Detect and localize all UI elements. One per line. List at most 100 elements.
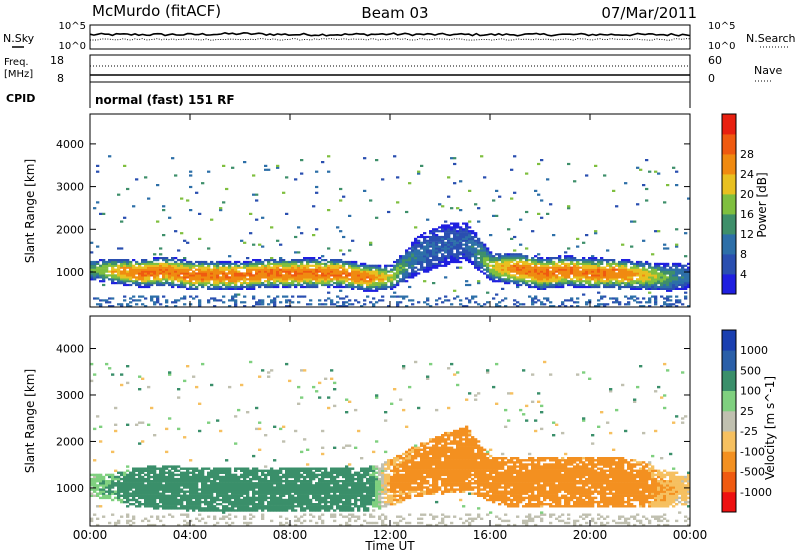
range-gate-cell: [567, 270, 571, 273]
range-gate-cell: [327, 280, 331, 283]
range-gate-cell: [174, 496, 178, 500]
range-gate-cell: [567, 162, 571, 166]
range-gate-cell: [282, 490, 286, 493]
range-gate-cell: [312, 274, 316, 277]
range-gate-cell: [372, 266, 376, 269]
range-gate-cell: [333, 503, 337, 506]
range-gate-cell: [102, 484, 106, 487]
range-gate-cell: [447, 232, 451, 235]
range-gate-cell: [330, 377, 334, 380]
range-gate-cell: [534, 295, 538, 298]
range-gate-cell: [597, 259, 601, 262]
range-gate-cell: [414, 249, 418, 252]
range-gate-cell: [111, 297, 115, 300]
range-gate-cell: [201, 473, 205, 477]
range-gate-cell: [159, 280, 163, 283]
range-gate-cell: [348, 285, 352, 289]
range-gate-cell: [498, 262, 502, 265]
range-gate-cell: [618, 301, 622, 304]
range-gate-cell: [591, 260, 595, 264]
range-gate-cell: [249, 232, 253, 235]
range-gate-cell: [675, 301, 679, 304]
range-gate-cell: [132, 280, 136, 283]
range-gate-cell: [90, 484, 94, 487]
range-gate-cell: [255, 278, 259, 281]
range-gate-cell: [225, 471, 229, 474]
range-gate-cell: [96, 260, 100, 264]
range-gate-cell: [402, 260, 406, 264]
range-gate-cell: [165, 507, 169, 510]
range-gate-cell: [648, 285, 652, 289]
range-gate-cell: [216, 467, 220, 470]
range-gate-cell: [315, 228, 319, 231]
range-gate-cell: [183, 473, 187, 477]
range-gate-cell: [183, 297, 187, 300]
range-gate-cell: [540, 278, 544, 281]
range-gate-cell: [570, 283, 574, 287]
range-gate-cell: [660, 285, 664, 289]
range-gate-cell: [105, 480, 109, 483]
range-gate-cell: [231, 500, 235, 504]
range-gate-cell: [678, 283, 682, 287]
range-gate-cell: [123, 264, 127, 267]
range-gate-cell: [102, 280, 106, 283]
range-gate-cell: [318, 268, 322, 271]
range-gate-cell: [342, 268, 346, 271]
range-gate-cell: [441, 235, 445, 239]
range-gate-cell: [606, 259, 610, 262]
range-gate-cell: [231, 477, 235, 481]
range-gate-cell: [234, 442, 238, 445]
range-gate-cell: [225, 505, 229, 508]
range-gate-cell: [159, 467, 163, 470]
range-gate-cell: [384, 276, 388, 279]
range-gate-cell: [516, 278, 520, 281]
range-gate-cell: [405, 253, 409, 256]
range-gate-cell: [534, 268, 538, 271]
range-gate-cell: [324, 498, 328, 502]
range-gate-cell: [477, 249, 481, 252]
range-gate-cell: [261, 274, 265, 277]
range-gate-cell: [510, 197, 514, 200]
range-gate-cell: [162, 484, 166, 487]
range-gate-cell: [117, 494, 121, 497]
range-gate-cell: [132, 295, 136, 298]
range-gate-cell: [177, 503, 181, 506]
range-gate-cell: [138, 503, 142, 506]
range-gate-cell: [276, 488, 280, 491]
range-gate-cell: [246, 264, 250, 267]
range-gate-cell: [498, 305, 502, 308]
range-gate-cell: [327, 274, 331, 277]
range-gate-cell: [312, 467, 316, 470]
range-gate-cell: [162, 488, 166, 491]
range-gate-cell: [177, 486, 181, 489]
range-gate-cell: [333, 519, 337, 523]
range-gate-cell: [528, 276, 532, 279]
range-gate-cell: [240, 494, 244, 497]
range-gate-cell: [150, 494, 154, 497]
range-gate-cell: [183, 507, 187, 510]
range-gate-cell: [450, 157, 454, 160]
range-gate-cell: [153, 266, 157, 269]
range-gate-cell: [291, 488, 295, 491]
range-gate-cell: [201, 471, 205, 474]
range-gate-cell: [294, 285, 298, 289]
range-gate-cell: [270, 492, 274, 495]
range-gate-cell: [456, 259, 460, 262]
range-gate-cell: [156, 268, 160, 271]
range-gate-cell: [432, 230, 436, 233]
range-gate-cell: [159, 519, 163, 523]
range-gate-cell: [231, 282, 235, 285]
range-gate-cell: [525, 255, 529, 258]
range-gate-cell: [318, 276, 322, 279]
range-gate-cell: [417, 172, 421, 175]
range-gate-cell: [471, 235, 475, 239]
range-gate-cell: [282, 475, 286, 479]
range-gate-cell: [213, 486, 217, 489]
range-gate-cell: [144, 490, 148, 493]
range-gate-cell: [258, 303, 262, 306]
range-gate-cell: [318, 270, 322, 273]
range-gate-cell: [480, 264, 484, 267]
range-gate-cell: [186, 490, 190, 493]
range-gate-cell: [213, 287, 217, 290]
range-gate-cell: [195, 260, 199, 264]
